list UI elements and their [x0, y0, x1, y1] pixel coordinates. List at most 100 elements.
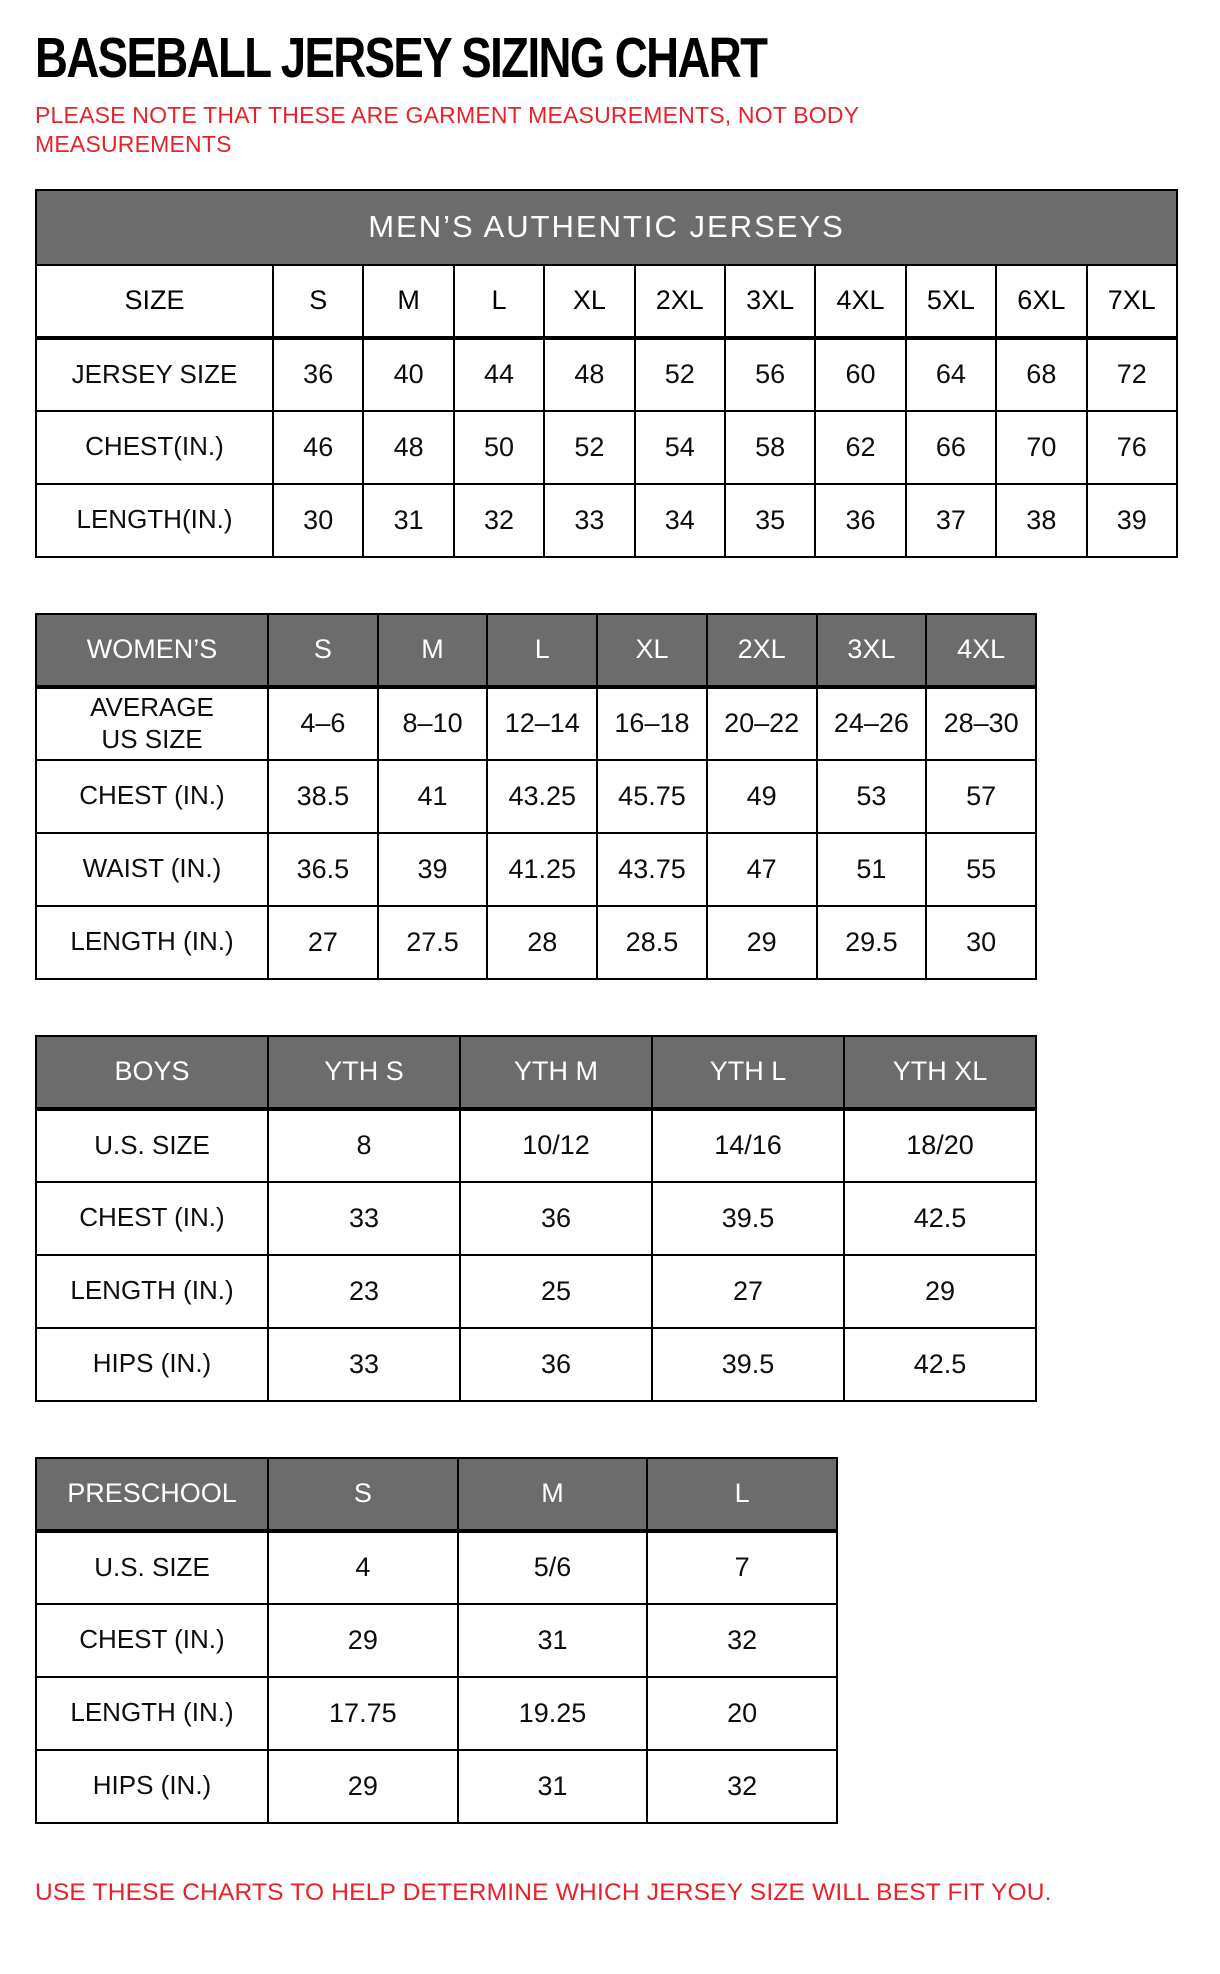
size-value: 52: [633, 336, 726, 412]
row-label: HIPS (IN.): [35, 1326, 269, 1402]
size-value: 40: [362, 336, 455, 412]
size-value: 28–30: [925, 685, 1037, 761]
size-value: 55: [925, 831, 1037, 907]
size-value: 30: [925, 904, 1037, 980]
size-value: 39.5: [651, 1180, 845, 1256]
size-value: 4–6: [267, 685, 379, 761]
row-label: U.S. SIZE: [35, 1107, 269, 1183]
size-value: 28: [486, 904, 599, 980]
womens-sizing-table: WOMEN’S S M L XL 2XL 3XL 4XL AVERAGE US SIZE 4–6 8…: [35, 612, 1037, 980]
garment-measurement-note: PLEASE NOTE THAT THESE ARE GARMENT MEASU…: [35, 102, 859, 157]
size-value: 31: [456, 1748, 649, 1824]
boys-sizing-table: BOYS YTH S YTH M YTH L YTH XL U.S. SIZE 8 10/12…: [35, 1034, 1037, 1402]
size-value: 27: [651, 1253, 845, 1329]
column-header: M: [362, 263, 455, 340]
size-value: 38: [995, 482, 1088, 558]
size-value: 36: [814, 482, 907, 558]
row-label: LENGTH(IN.): [35, 482, 274, 558]
table-row: LENGTH (IN.) 17.75 19.25 20: [35, 1675, 838, 1751]
size-value: 43.75: [596, 831, 708, 907]
table-title-cell: SIZE: [35, 263, 274, 340]
size-value: 33: [543, 482, 636, 558]
size-value: 23: [267, 1253, 461, 1329]
table-row: WAIST (IN.) 36.5 39 41.25 43.75 47 51 55: [35, 831, 1037, 907]
size-value: 66: [904, 409, 998, 485]
table-row: U.S. SIZE 8 10/12 14/16 18/20: [35, 1107, 1037, 1183]
size-value: 36: [271, 336, 365, 412]
table-row: LENGTH (IN.) 27 27.5 28 28.5 29 29.5 30: [35, 904, 1037, 980]
table-row: U.S. SIZE 4 5/6 7: [35, 1529, 838, 1605]
table-row: HIPS (IN.) 33 36 39.5 42.5: [35, 1326, 1037, 1402]
size-value: 32: [646, 1748, 838, 1824]
preschool-sizing-table: PRESCHOOL S M L U.S. SIZE 4 5/6 7 CHEST (IN.) 29 3…: [35, 1456, 838, 1824]
table-row: LENGTH(IN.) 30 31 32 33 34 35 36 37 38 39: [35, 482, 1179, 558]
column-header: 2XL: [633, 263, 726, 340]
size-value: 29.5: [815, 904, 928, 980]
size-value: 34: [633, 482, 726, 558]
column-header: 6XL: [995, 263, 1088, 340]
size-value: 43.25: [486, 758, 599, 834]
size-value: 72: [1085, 336, 1179, 412]
size-value: 30: [271, 482, 365, 558]
size-value: 47: [705, 831, 818, 907]
mens-sizing-table: MEN’S AUTHENTIC JERSEYS SIZE S M L XL 2XL 3XL 4X…: [35, 188, 1179, 558]
size-value: 29: [705, 904, 818, 980]
column-header: 7XL: [1085, 263, 1179, 340]
size-value: 60: [814, 336, 907, 412]
table-title-cell: WOMEN’S: [35, 612, 269, 689]
size-value: 20–22: [705, 685, 818, 761]
row-label: HIPS (IN.): [35, 1748, 269, 1824]
table-row: CHEST (IN.) 29 31 32: [35, 1602, 838, 1678]
size-value: 24–26: [815, 685, 928, 761]
size-value: 29: [267, 1602, 459, 1678]
size-value: 76: [1085, 409, 1179, 485]
page-title: BASEBALL JERSEY SIZING CHART: [35, 26, 768, 90]
row-label: WAIST (IN.): [35, 831, 269, 907]
row-label: JERSEY SIZE: [35, 336, 274, 412]
column-header: XL: [543, 263, 636, 340]
size-value: 39: [376, 831, 489, 907]
size-value: 70: [995, 409, 1088, 485]
size-value: 32: [646, 1602, 838, 1678]
column-header: L: [486, 612, 599, 689]
column-header: L: [646, 1456, 838, 1533]
size-value: 4: [267, 1529, 459, 1605]
size-value: 64: [904, 336, 998, 412]
size-value: 46: [271, 409, 365, 485]
size-value: 36.5: [267, 831, 379, 907]
size-value: 18/20: [843, 1107, 1037, 1183]
row-label: LENGTH (IN.): [35, 1253, 269, 1329]
size-value: 42.5: [843, 1326, 1037, 1402]
size-value: 53: [815, 758, 928, 834]
size-value: 44: [452, 336, 546, 412]
size-value: 29: [267, 1748, 459, 1824]
column-header: 3XL: [723, 263, 817, 340]
size-value: 25: [459, 1253, 653, 1329]
size-value: 32: [452, 482, 546, 558]
size-value: 36: [459, 1180, 653, 1256]
size-value: 17.75: [267, 1675, 459, 1751]
table-title-cell: BOYS: [35, 1034, 269, 1111]
size-value: 51: [815, 831, 928, 907]
size-value: 58: [723, 409, 817, 485]
size-value: 12–14: [486, 685, 599, 761]
table-row: HIPS (IN.) 29 31 32: [35, 1748, 838, 1824]
size-value: 39.5: [651, 1326, 845, 1402]
size-value: 49: [705, 758, 818, 834]
table-row: AVERAGE US SIZE 4–6 8–10 12–14 16–18 20–22 24–…: [35, 685, 1037, 761]
size-value: 37: [904, 482, 998, 558]
size-value: 54: [633, 409, 726, 485]
column-header: YTH S: [267, 1034, 461, 1111]
table-title-cell: PRESCHOOL: [35, 1456, 269, 1533]
size-value: 36: [459, 1326, 653, 1402]
size-value: 42.5: [843, 1180, 1037, 1256]
size-value: 7: [646, 1529, 838, 1605]
size-value: 52: [543, 409, 636, 485]
size-value: 45.75: [596, 758, 708, 834]
size-value: 33: [267, 1180, 461, 1256]
column-header: XL: [596, 612, 708, 689]
size-value: 48: [362, 409, 455, 485]
size-value: 68: [995, 336, 1088, 412]
size-value: 31: [456, 1602, 649, 1678]
